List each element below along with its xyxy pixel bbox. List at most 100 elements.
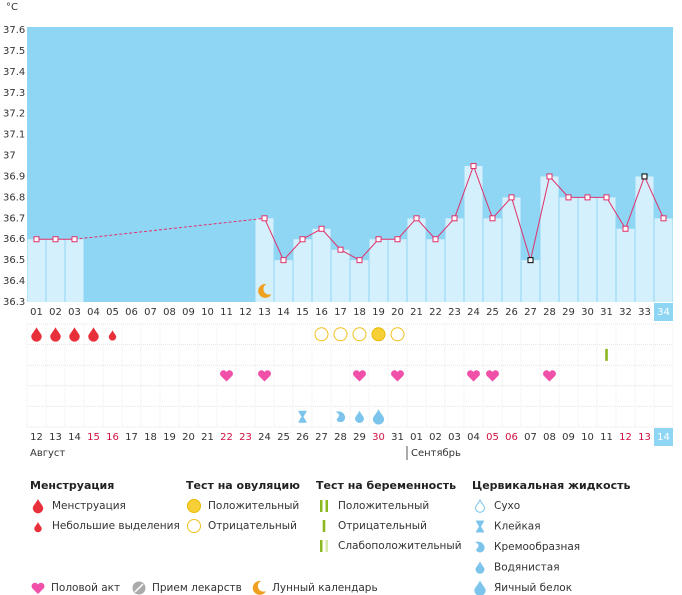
date-label: 18 (144, 432, 157, 443)
y-unit: °C (6, 2, 18, 13)
strip (322, 520, 326, 532)
legend-icon (34, 522, 42, 533)
legend-label: Яичный белок (494, 582, 572, 594)
day-symbol (390, 327, 405, 342)
date-label: 12 (619, 432, 632, 443)
date-label: 14 (68, 432, 81, 443)
legend-title: Цервикальная жидкость (472, 479, 630, 492)
temp-marker (584, 194, 591, 201)
temp-marker (413, 215, 420, 222)
day-label: 14 (277, 307, 290, 318)
y-tick-label: 37.3 (3, 88, 25, 99)
temp-bar (65, 239, 84, 302)
date-label: 28 (334, 432, 347, 443)
temp-bar (407, 218, 426, 302)
day-symbol (605, 348, 608, 361)
heart-icon (543, 370, 556, 382)
legend-label: Клейкая (494, 521, 541, 533)
egg-white-icon (474, 580, 486, 595)
day-label: 28 (543, 307, 556, 318)
day-label: 30 (581, 307, 594, 318)
day-symbol (88, 327, 99, 342)
day-label: 15 (296, 307, 309, 318)
legend-title: Тест на беременность (316, 479, 456, 492)
day-label: 27 (524, 307, 537, 318)
y-tick-label: 36.9 (3, 171, 25, 182)
legend-icon (475, 561, 485, 574)
temp-bar (46, 239, 65, 302)
temp-bar (464, 166, 483, 302)
negative-test-icon (352, 327, 367, 342)
y-tick-label: 36.5 (3, 255, 25, 266)
legend-title: Менструация (30, 479, 114, 492)
temp-marker (622, 225, 629, 232)
day-label: 04 (87, 307, 100, 318)
y-tick-label: 37.4 (3, 67, 25, 78)
date-label: 20 (182, 432, 195, 443)
temp-marker (508, 194, 515, 201)
day-label: 12 (239, 307, 252, 318)
temp-marker (71, 236, 78, 243)
date-label: 29 (353, 432, 366, 443)
temp-marker (565, 194, 572, 201)
date-label: 14 (657, 432, 670, 443)
day-symbol (298, 410, 307, 423)
gap-connector (74, 217, 265, 240)
date-label: 26 (296, 432, 309, 443)
day-symbol (69, 327, 80, 342)
legend-icon (474, 498, 486, 513)
legend-icon (187, 499, 201, 513)
date-label: 24 (258, 432, 271, 443)
watery-icon (355, 410, 364, 423)
temp-bar (635, 176, 654, 302)
strip (325, 500, 328, 512)
date-label: 25 (277, 432, 290, 443)
legend-label: Менструация (52, 500, 126, 512)
date-label: 06 (505, 432, 518, 443)
legend-icon (474, 580, 486, 595)
creamy-icon (475, 541, 485, 553)
day-label: 01 (30, 307, 43, 318)
temp-bar (502, 197, 521, 302)
pill-line (134, 583, 144, 593)
temp-marker (337, 246, 344, 253)
day-label: 22 (429, 307, 442, 318)
day-label: 33 (638, 307, 651, 318)
y-tick-label: 37.5 (3, 46, 25, 57)
day-label: 29 (562, 307, 575, 318)
day-label: 08 (163, 307, 176, 318)
temp-marker (546, 173, 553, 180)
legend-icon (31, 582, 45, 594)
day-symbol (353, 370, 366, 382)
temp-marker (33, 236, 40, 243)
date-label: 27 (315, 432, 328, 443)
watery-icon (475, 561, 485, 574)
day-label: 09 (182, 307, 195, 318)
temp-marker (527, 257, 534, 264)
temp-marker (489, 215, 496, 222)
y-tick-label: 36.4 (3, 276, 25, 287)
date-label: 05 (486, 432, 499, 443)
y-tick-label: 37.6 (3, 25, 25, 36)
temp-marker (356, 257, 363, 264)
egg-white-icon (372, 409, 385, 425)
temp-marker (52, 236, 59, 243)
drop-icon (50, 327, 61, 342)
drop-icon (69, 327, 80, 342)
strip (605, 348, 608, 361)
current-date-box (654, 428, 673, 446)
date-label: 10 (581, 432, 594, 443)
legend-label: Водянистая (494, 562, 560, 574)
strip (325, 540, 328, 552)
date-label: 03 (448, 432, 461, 443)
negative-test-icon (187, 519, 201, 533)
legend-icon (475, 541, 485, 553)
day-label: 19 (372, 307, 385, 318)
date-label: 15 (87, 432, 100, 443)
date-label: 17 (125, 432, 138, 443)
date-label: 30 (372, 432, 385, 443)
day-label: 23 (448, 307, 461, 318)
day-symbol (355, 410, 364, 423)
temp-marker (660, 215, 667, 222)
